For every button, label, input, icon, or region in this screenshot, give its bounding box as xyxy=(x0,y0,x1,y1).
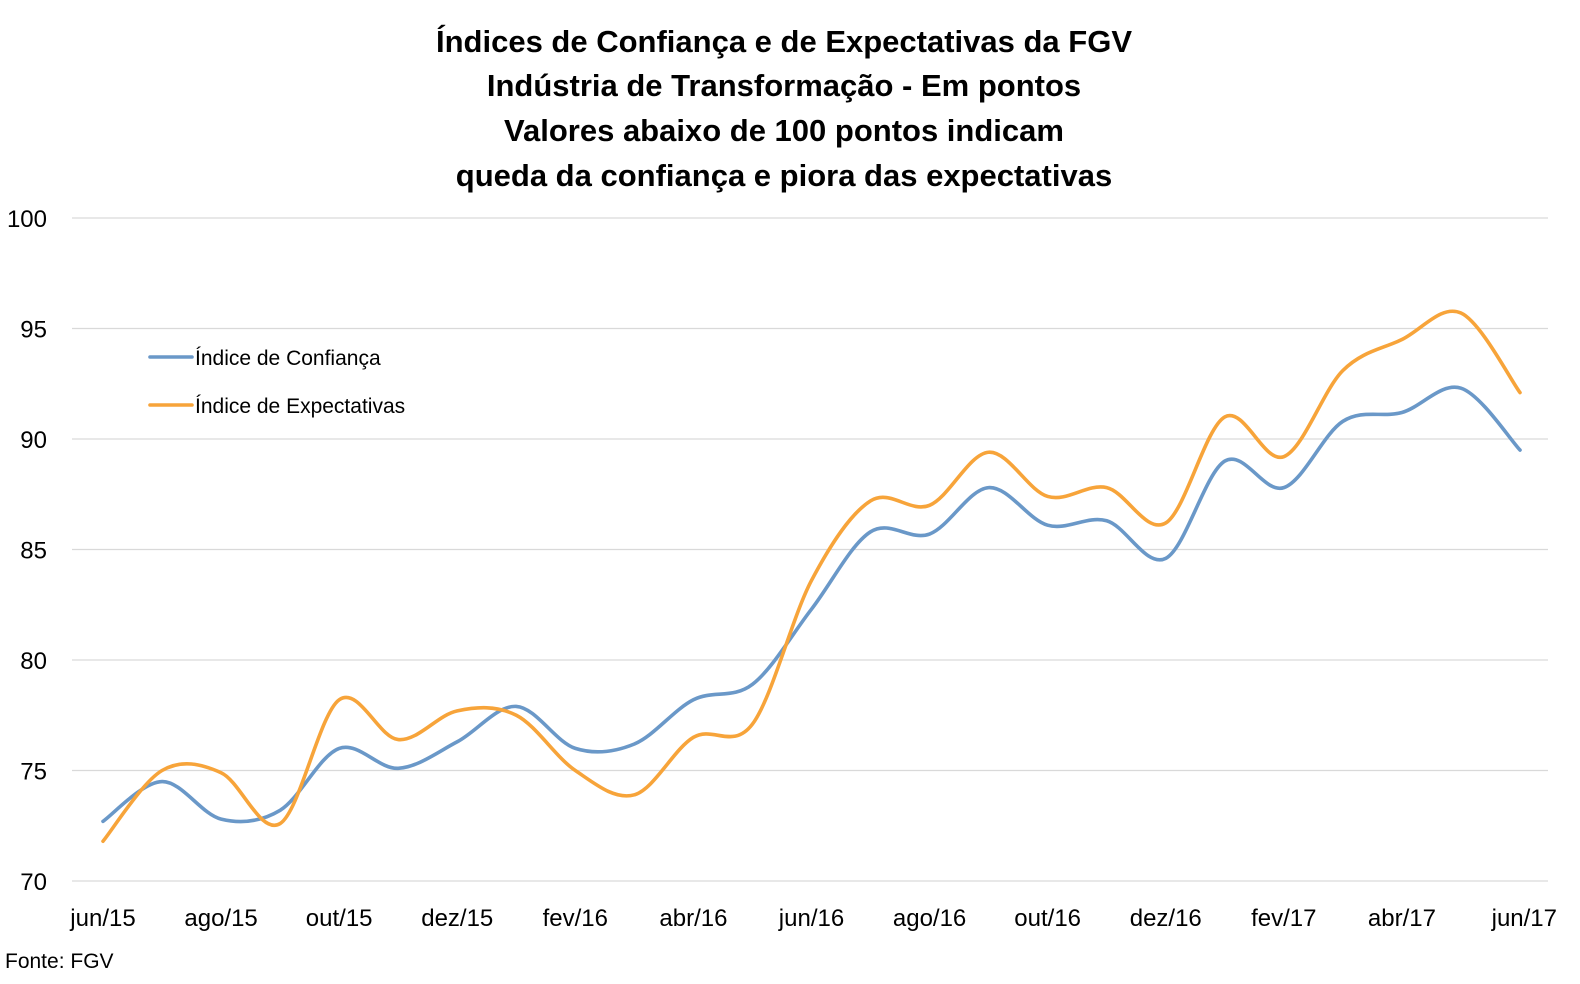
x-tick-label-fev-16: fev/16 xyxy=(543,905,608,932)
x-tick-label-abr-16: abr/16 xyxy=(659,905,727,932)
gridlines xyxy=(72,217,1548,882)
y-tick-label-75: 75 xyxy=(20,759,47,786)
x-tick-label-ago-16: ago/16 xyxy=(893,905,966,932)
x-tick-label-out-15: out/15 xyxy=(306,905,373,932)
chart-title-line-2: Indústria de Transformação - Em pontos xyxy=(487,68,1081,103)
x-tick-label-jun-17: jun/17 xyxy=(1491,905,1557,932)
x-tick-label-dez-15: dez/15 xyxy=(421,905,493,932)
legend-label-confianca: Índice de Confiança xyxy=(195,347,381,370)
legend: Índice de Confiança Índice de Expectativ… xyxy=(148,347,405,418)
x-axis-tick-labels: jun/15 ago/15 out/15 dez/15 fev/16 abr/16 jun/… xyxy=(69,905,1557,932)
y-tick-label-95: 95 xyxy=(20,317,47,344)
series-line-expectativas xyxy=(101,309,1522,844)
x-tick-label-ago-15: ago/15 xyxy=(184,905,257,932)
chart-title-line-1: Índices de Confiança e de Expectativas d… xyxy=(436,24,1132,59)
series-line-confianca xyxy=(101,385,1522,824)
x-tick-label-dez-16: dez/16 xyxy=(1130,905,1202,932)
x-tick-label-jun-15: jun/15 xyxy=(69,905,135,932)
series-lines xyxy=(101,309,1522,844)
source-note: Fonte: FGV xyxy=(5,950,114,973)
chart-title-line-3: Valores abaixo de 100 pontos indicam xyxy=(504,113,1064,148)
x-tick-label-jun-16: jun/16 xyxy=(778,905,844,932)
x-tick-label-fev-17: fev/17 xyxy=(1251,905,1316,932)
y-tick-label-100: 100 xyxy=(7,206,47,233)
chart-title: Índices de Confiança e de Expectativas d… xyxy=(436,24,1132,193)
legend-label-expectativas: Índice de Expectativas xyxy=(195,395,405,418)
x-tick-label-abr-17: abr/17 xyxy=(1368,905,1436,932)
y-tick-label-70: 70 xyxy=(20,869,47,896)
y-axis-tick-labels: 70 75 80 85 90 95 100 xyxy=(7,206,47,896)
chart-title-line-4: queda da confiança e piora das expectati… xyxy=(456,158,1112,193)
x-tick-label-out-16: out/16 xyxy=(1014,905,1081,932)
y-tick-label-80: 80 xyxy=(20,648,47,675)
y-tick-label-90: 90 xyxy=(20,427,47,454)
y-tick-label-85: 85 xyxy=(20,538,47,565)
